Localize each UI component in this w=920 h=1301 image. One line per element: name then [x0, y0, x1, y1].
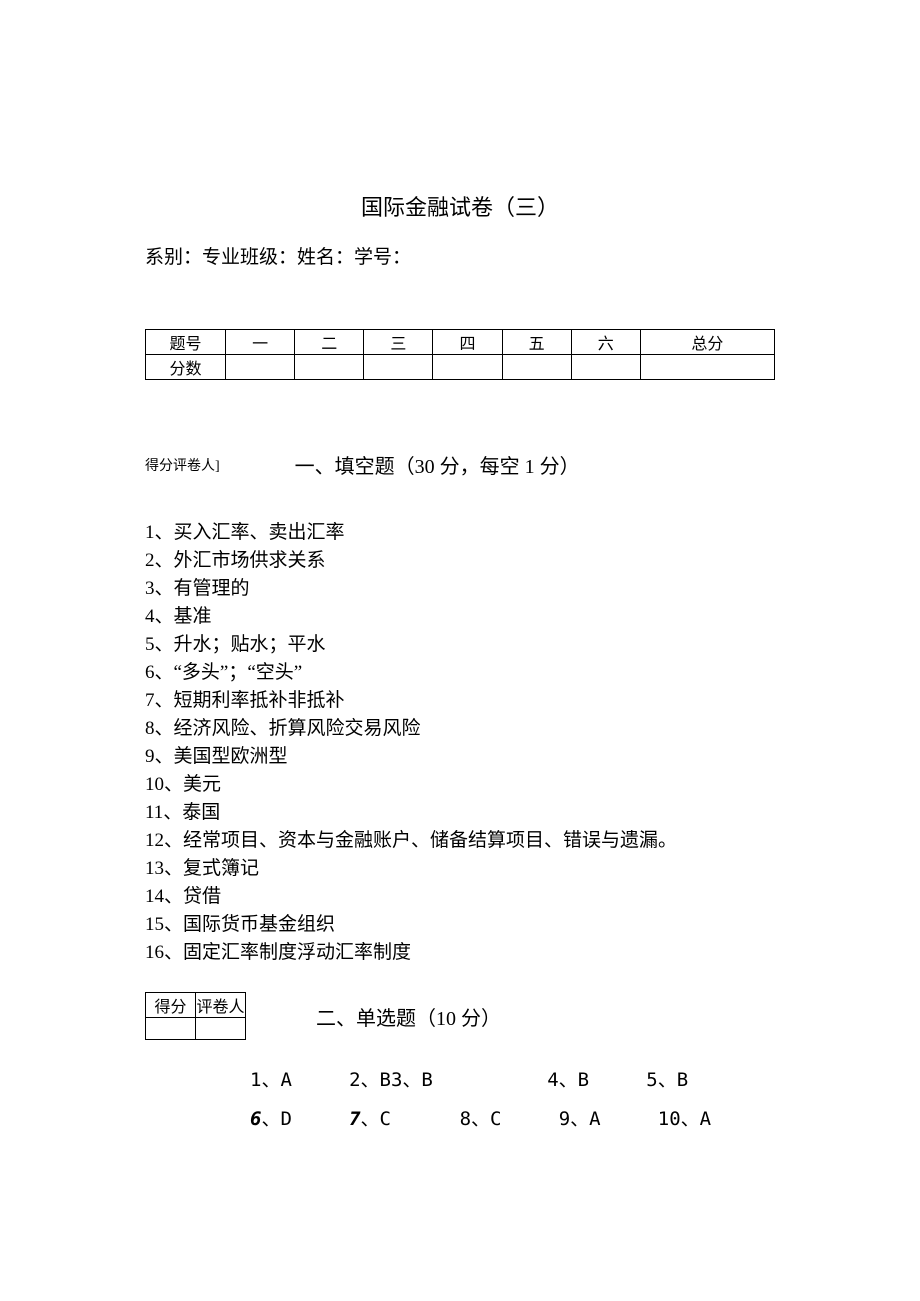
table-cell — [502, 355, 571, 380]
table-row — [146, 1018, 246, 1040]
table-cell — [295, 355, 364, 380]
table-cell: 二 — [295, 330, 364, 355]
table-cell: 五 — [502, 330, 571, 355]
answer-line: 11、泰国 — [145, 799, 775, 827]
answer-line: 6、“多头”；“空头” — [145, 659, 775, 687]
answer-line: 7、短期利率抵补非抵补 — [145, 687, 775, 715]
table-cell — [640, 355, 774, 380]
table-cell: 三 — [364, 330, 433, 355]
table-cell: 一 — [226, 330, 295, 355]
section2-header-row: 得分 评卷人 二、单选题（10 分） — [145, 992, 775, 1040]
table-row: 分数 — [146, 355, 775, 380]
table-cell — [571, 355, 640, 380]
section1-header-row: 得分评卷人] 一、填空题（30 分，每空 1 分） — [145, 450, 775, 479]
table-cell — [364, 355, 433, 380]
answer-line: 2、外汇市场供求关系 — [145, 547, 775, 575]
table-cell — [433, 355, 502, 380]
section2-title: 二、单选题（10 分） — [316, 1002, 501, 1031]
table-cell: 评卷人 — [196, 993, 246, 1018]
reviewer-label: 得分评卷人] — [145, 455, 220, 475]
answer-line: 5、升水；贴水；平水 — [145, 631, 775, 659]
answer-line: 14、贷借 — [145, 883, 775, 911]
table-cell: 六 — [571, 330, 640, 355]
answer-text: 、C 8、C 9、A 10、A — [361, 1108, 712, 1130]
table-row: 题号 一 二 三 四 五 六 总分 — [146, 330, 775, 355]
italic-number: 6 — [250, 1108, 261, 1130]
mc-answer-row: 6、D 7、C 8、C 9、A 10、A — [250, 1104, 775, 1131]
answer-line: 8、经济风险、折算风险交易风险 — [145, 715, 775, 743]
answer-line: 9、美国型欧洲型 — [145, 743, 775, 771]
answer-line: 1、买入汇率、卖出汇率 — [145, 519, 775, 547]
row-label: 题号 — [146, 330, 226, 355]
mini-score-table: 得分 评卷人 — [145, 992, 246, 1040]
table-cell — [146, 1018, 196, 1040]
answer-line: 4、基准 — [145, 603, 775, 631]
answer-line: 12、经常项目、资本与金融账户、储备结算项目、错误与遗漏。 — [145, 827, 775, 855]
answer-line: 16、固定汇率制度浮动汇率制度 — [145, 939, 775, 967]
table-cell — [226, 355, 295, 380]
mc-answer-row: 1、A 2、B3、B 4、B 5、B — [250, 1065, 775, 1092]
section1-title: 一、填空题（30 分，每空 1 分） — [295, 450, 580, 479]
answer-line: 15、国际货币基金组织 — [145, 911, 775, 939]
score-table: 题号 一 二 三 四 五 六 总分 分数 — [145, 329, 775, 380]
row-label: 分数 — [146, 355, 226, 380]
mc-answers: 1、A 2、B3、B 4、B 5、B 6、D 7、C 8、C 9、A 10、A — [250, 1065, 775, 1131]
answer-line: 13、复式簿记 — [145, 855, 775, 883]
fill-answers-list: 1、买入汇率、卖出汇率 2、外汇市场供求关系 3、有管理的 4、基准 5、升水；… — [145, 519, 775, 967]
table-cell: 得分 — [146, 993, 196, 1018]
table-cell: 总分 — [640, 330, 774, 355]
page-title: 国际金融试卷（三） — [145, 190, 775, 222]
table-row: 得分 评卷人 — [146, 993, 246, 1018]
table-cell: 四 — [433, 330, 502, 355]
answer-line: 3、有管理的 — [145, 575, 775, 603]
answer-text: 、D — [261, 1108, 349, 1130]
student-info-line: 系别：专业班级：姓名：学号： — [145, 242, 775, 269]
table-cell — [196, 1018, 246, 1040]
italic-number: 7 — [349, 1108, 360, 1130]
answer-line: 10、美元 — [145, 771, 775, 799]
